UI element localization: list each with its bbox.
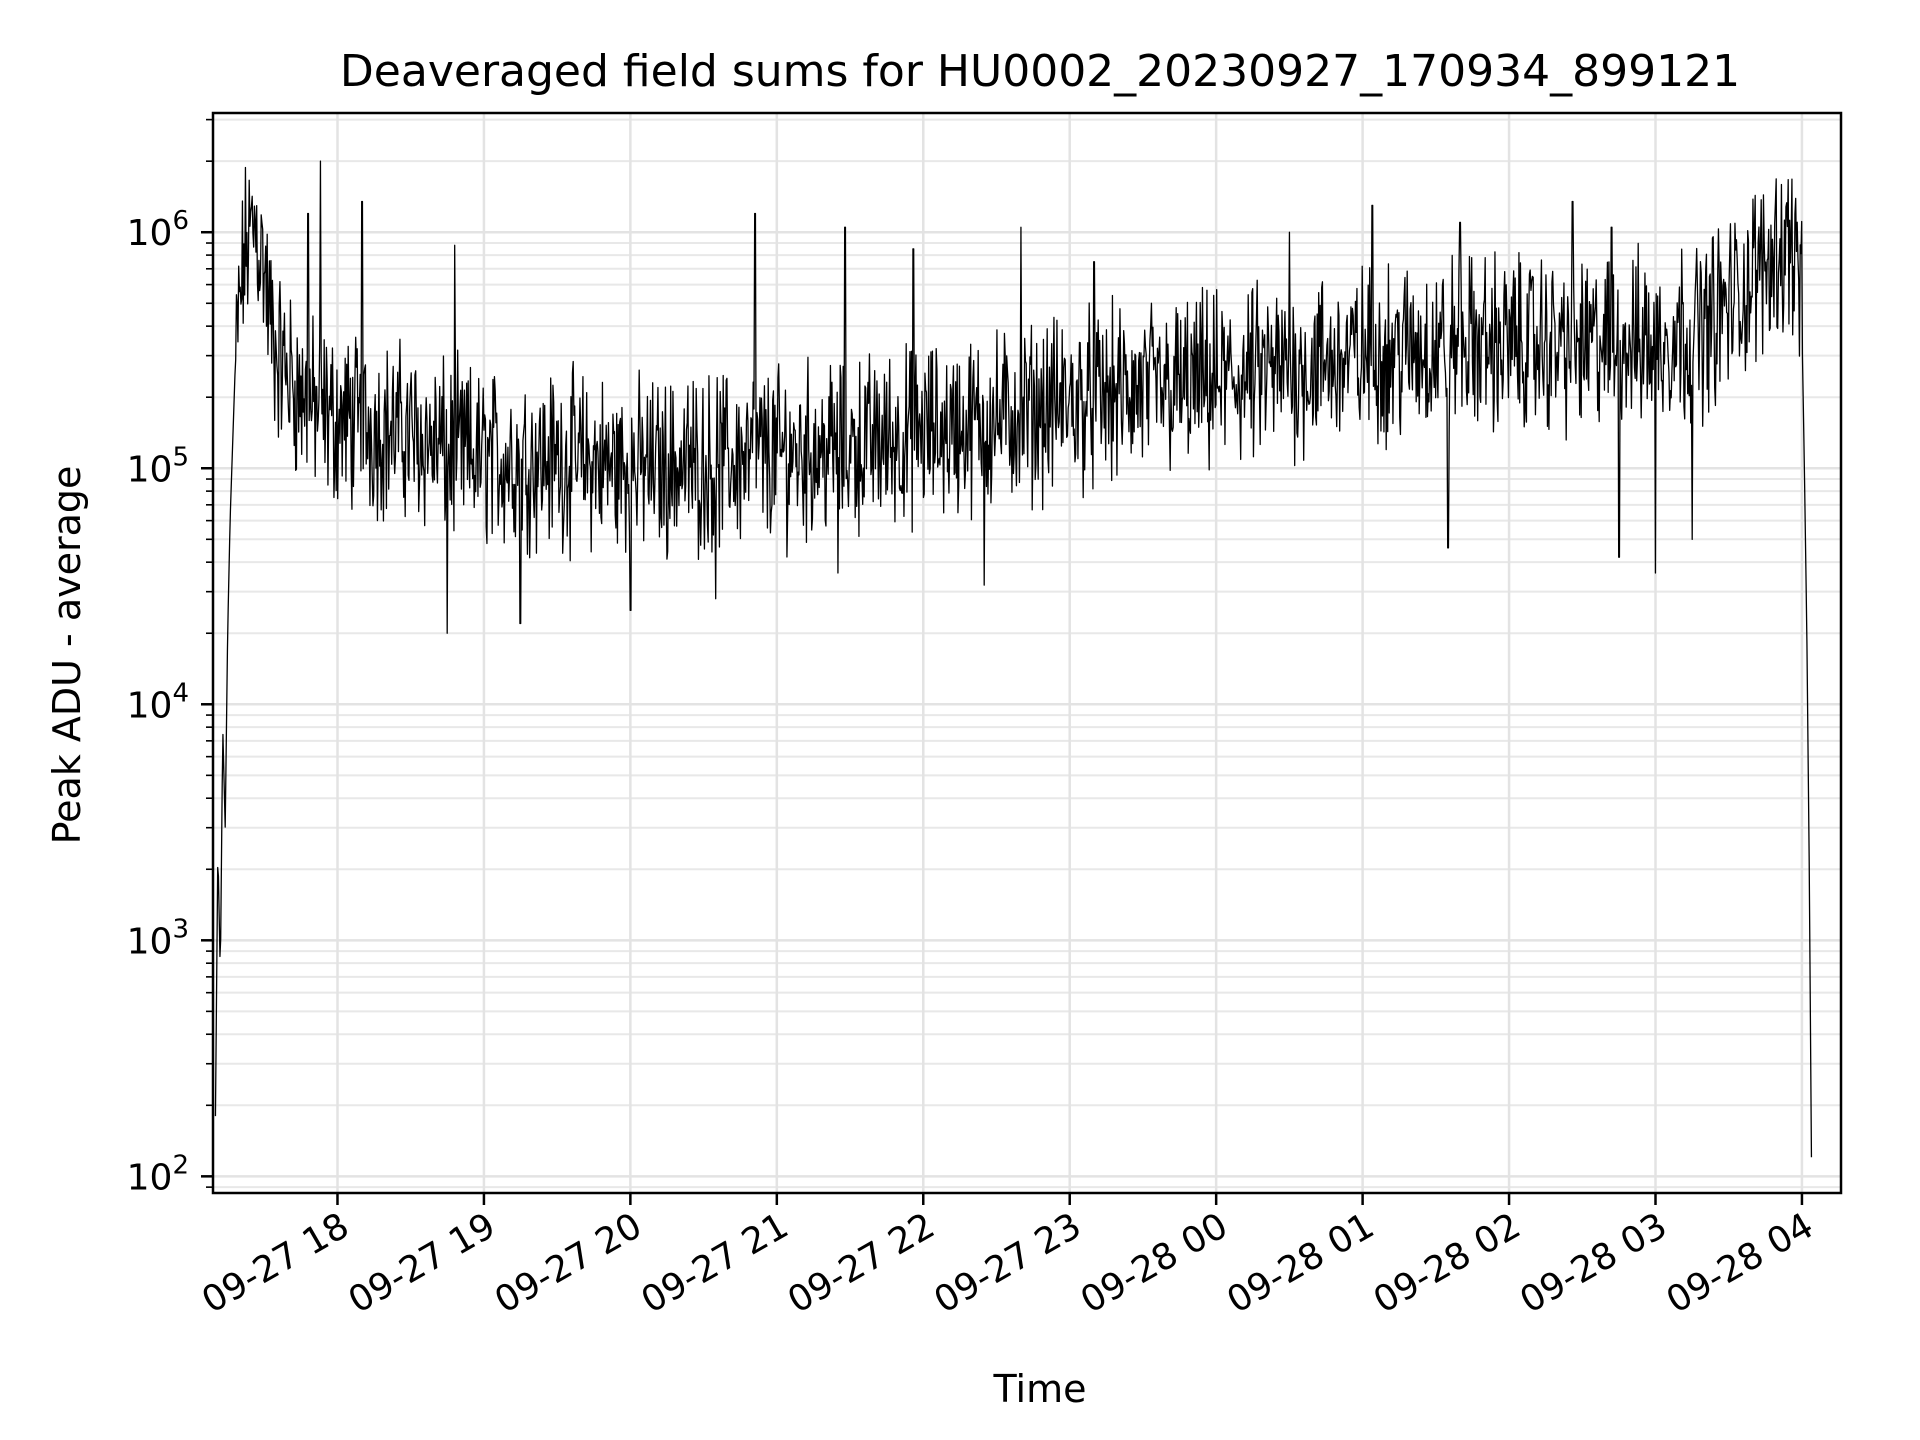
y-tick-label: 102 [127,1150,189,1198]
y-axis-label: Peak ADU - average [45,466,89,845]
chart-title: Deaveraged field sums for HU0002_2023092… [340,46,1740,97]
y-tick-label: 105 [127,442,189,490]
plot-area [214,160,1813,1158]
y-tick-label: 104 [127,678,189,726]
plot-frame [211,111,1843,1195]
x-axis-label: Time [993,1367,1087,1411]
y-axis: 102 103 104 105 106 [127,118,213,1198]
y-tick-label: 106 [127,206,189,254]
grid [213,113,1841,1193]
y-tick-label: 103 [127,914,189,962]
series-line [214,160,1813,1158]
